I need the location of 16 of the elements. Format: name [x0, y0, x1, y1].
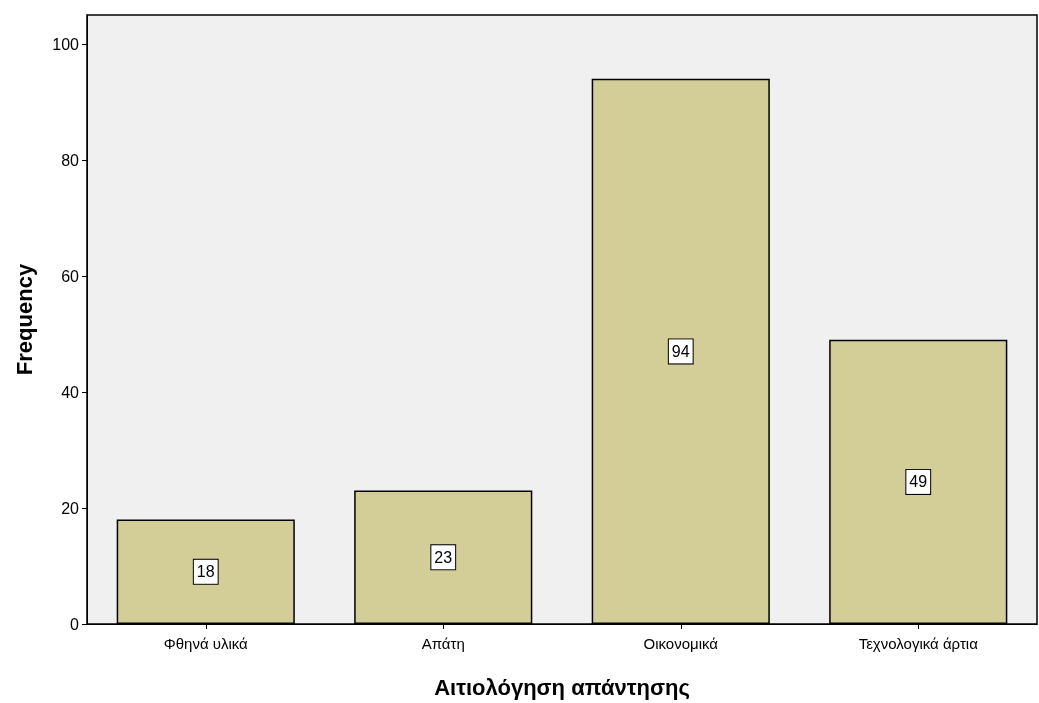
x-tick-label: Τεχνολογικά άρτια: [858, 635, 979, 652]
data-label: 94: [671, 342, 690, 360]
y-tick-label: 0: [70, 615, 80, 633]
y-tick-label: 20: [61, 499, 80, 517]
data-label: 49: [909, 473, 928, 491]
x-tick-label: Απάτη: [421, 635, 465, 652]
y-tick-label: 60: [61, 267, 80, 285]
x-tick-label: Οικονομικά: [643, 635, 719, 652]
y-tick-label: 40: [61, 383, 80, 401]
y-tick-label: 100: [52, 35, 80, 53]
y-axis-title: Frequency: [11, 263, 37, 376]
y-tick-label: 80: [61, 151, 80, 169]
x-tick-label: Φθηνά υλικά: [163, 635, 249, 652]
data-label: 23: [434, 548, 453, 566]
data-label: 18: [196, 563, 215, 581]
x-axis-title: Αιτιολόγηση απάντησης: [434, 674, 690, 700]
